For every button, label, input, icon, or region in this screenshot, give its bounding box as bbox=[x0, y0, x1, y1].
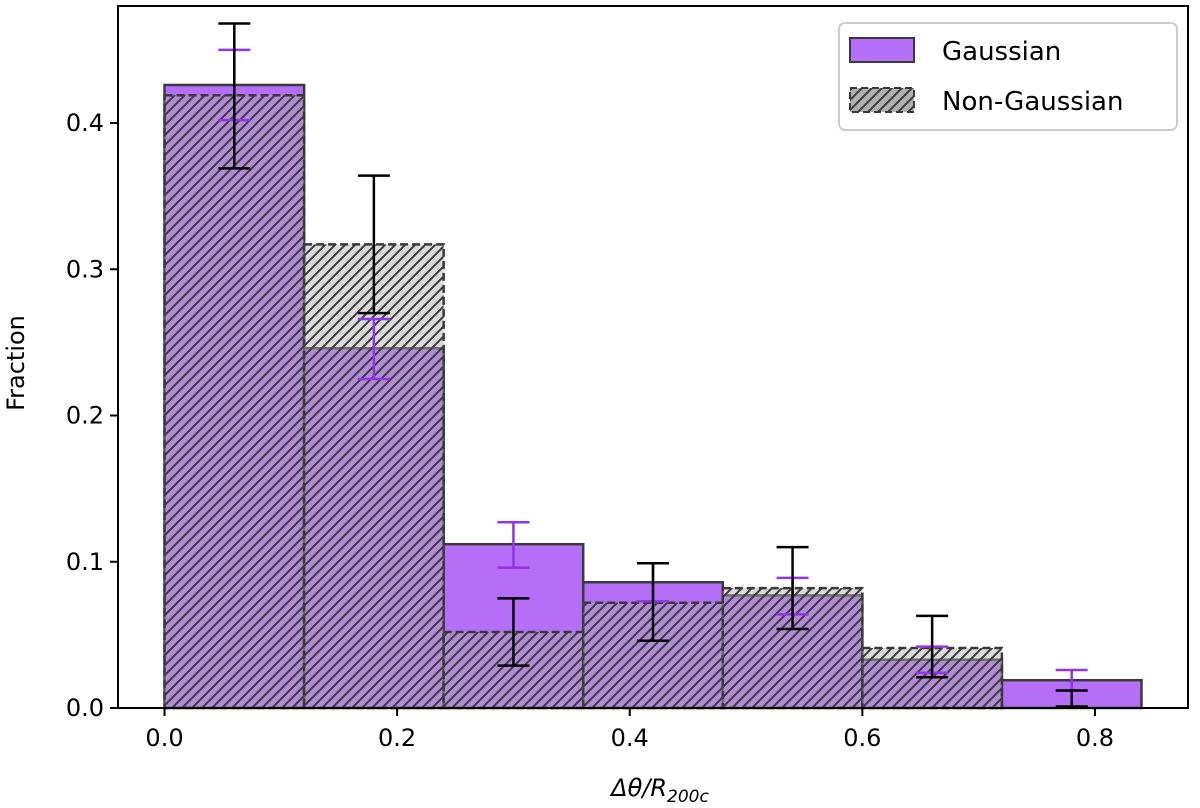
x-axis-ticks: 0.0 0.2 0.4 0.6 0.8 bbox=[145, 708, 1114, 752]
x-axis-label: Δθ/R200c bbox=[609, 774, 709, 807]
legend-swatch-gaussian bbox=[849, 37, 915, 63]
legend-label-gaussian: Gaussian bbox=[942, 37, 1061, 67]
non-gaussian-bar bbox=[581, 601, 725, 710]
x-tick-label: 0.0 bbox=[145, 724, 183, 752]
x-axis-label-main: Δθ/R bbox=[609, 774, 667, 802]
x-tick-label: 0.6 bbox=[843, 724, 881, 752]
legend-label-non-gaussian: Non-Gaussian bbox=[942, 87, 1123, 117]
non-gaussian-bar bbox=[163, 93, 306, 710]
y-tick-label: 0.1 bbox=[66, 548, 104, 576]
y-tick-label: 0.3 bbox=[66, 255, 104, 283]
y-tick-label: 0.0 bbox=[66, 694, 104, 722]
x-tick-label: 0.2 bbox=[378, 724, 416, 752]
x-tick-label: 0.8 bbox=[1076, 724, 1114, 752]
y-axis-ticks: 0.0 0.1 0.2 0.3 0.4 bbox=[66, 109, 118, 722]
y-axis-label: Fraction bbox=[2, 315, 30, 411]
plot-frame bbox=[117, 5, 1189, 709]
non-gaussian-bars bbox=[163, 93, 1004, 710]
error-bars bbox=[218, 22, 1088, 708]
legend-box bbox=[838, 22, 1178, 131]
x-tick-label: 0.4 bbox=[611, 724, 649, 752]
y-tick-label: 0.2 bbox=[66, 402, 104, 430]
legend-swatch-non-gaussian-hatch bbox=[849, 87, 915, 113]
y-tick-label: 0.4 bbox=[66, 109, 104, 137]
legend: Gaussian Non-Gaussian bbox=[838, 22, 1178, 131]
x-axis-label-subscript: 200c bbox=[667, 787, 709, 807]
